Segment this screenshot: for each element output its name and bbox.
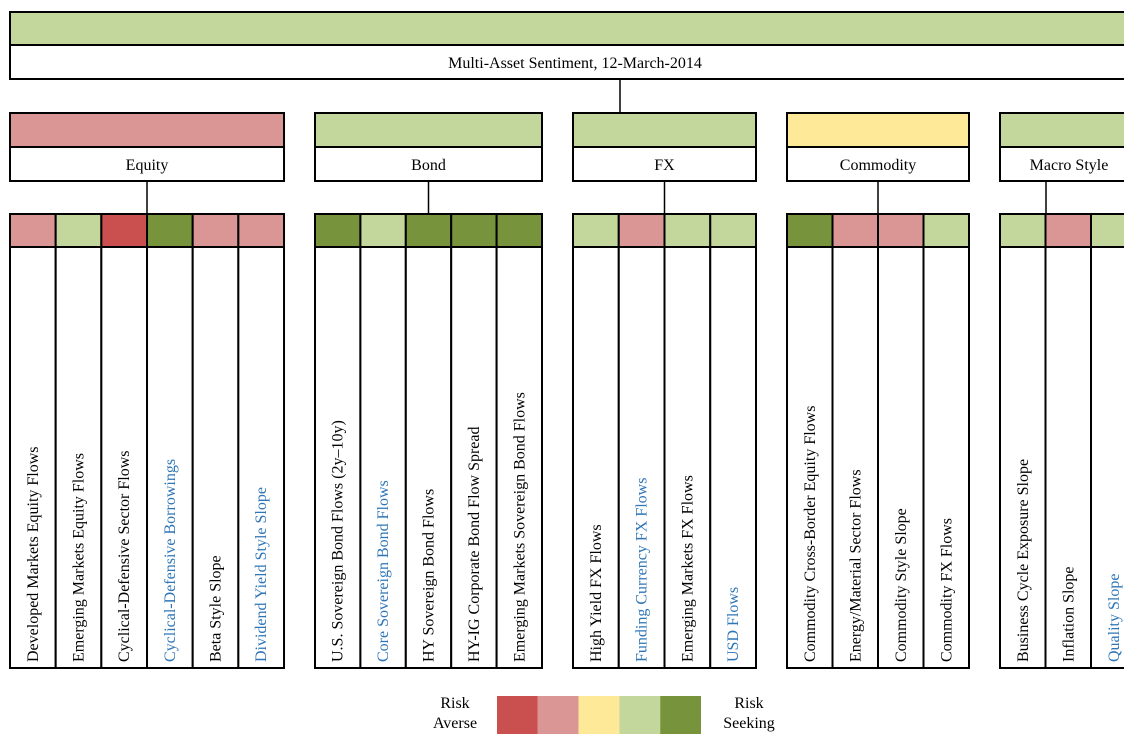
group-label: Macro Style <box>1030 157 1109 174</box>
item-color <box>922 213 970 248</box>
item-label: Cyclical-Defensive Sector Flows <box>116 451 133 663</box>
item-box <box>999 246 1047 669</box>
item-label: Emerging Markets FX Flows <box>679 475 696 662</box>
item-box <box>191 246 240 669</box>
item-label: HY Sovereign Bond Flows <box>421 489 438 662</box>
item-color <box>786 213 834 248</box>
legend-word: Risk <box>734 695 763 712</box>
group-box <box>314 146 543 182</box>
item-label: Core Sovereign Bond Flows <box>375 480 392 662</box>
item-label: High Yield FX Flows <box>588 524 605 662</box>
item-box <box>709 246 757 669</box>
item-label: Developed Markets Equity Flows <box>25 446 42 662</box>
legend-word: Averse <box>433 715 477 732</box>
item-box <box>877 246 925 669</box>
item-color <box>572 213 620 248</box>
legend-word: Seeking <box>723 715 775 732</box>
item-label: Emerging Markets Equity Flows <box>71 453 88 662</box>
group-color <box>786 112 970 148</box>
item-box <box>314 246 362 669</box>
item-color <box>877 213 925 248</box>
group-color <box>314 112 543 148</box>
item-color <box>146 213 194 248</box>
title-box <box>9 44 1124 80</box>
group-box <box>999 146 1124 182</box>
legend-swatch <box>660 696 701 734</box>
group-color <box>999 112 1124 148</box>
legend-swatch <box>497 696 538 734</box>
item-color <box>1044 213 1092 248</box>
item-label: Dividend Yield Style Slope <box>253 487 270 662</box>
item-color <box>617 213 666 248</box>
item-label: Commodity Style Slope <box>893 508 910 662</box>
item-box <box>831 246 879 669</box>
item-label: Business Cycle Exposure Slope <box>1015 459 1032 662</box>
item-box <box>404 246 453 669</box>
group-box <box>572 146 757 182</box>
group-color <box>9 112 286 148</box>
item-color <box>450 213 498 248</box>
item-color <box>237 213 286 248</box>
item-box <box>237 246 286 669</box>
item-box <box>146 246 194 669</box>
item-label: Commodity FX Flows <box>938 518 955 662</box>
item-box <box>617 246 666 669</box>
group-label: Equity <box>126 157 169 174</box>
item-color <box>495 213 544 248</box>
item-label: HY-IG Corporate Bond Flow Spread <box>466 426 483 662</box>
item-label: U.S. Sovereign Bond Flows (2y–10y) <box>330 420 347 662</box>
item-box <box>922 246 970 669</box>
item-color <box>404 213 453 248</box>
item-color <box>663 213 712 248</box>
item-label: Cyclical-Defensive Borrowings <box>162 459 179 662</box>
item-color <box>359 213 407 248</box>
item-box <box>1090 246 1124 669</box>
item-label: Inflation Slope <box>1060 566 1077 662</box>
title-color <box>9 11 1124 46</box>
item-label: Beta Style Slope <box>208 555 225 662</box>
item-color <box>9 213 57 248</box>
item-color <box>191 213 240 248</box>
item-color <box>709 213 757 248</box>
item-color <box>54 213 103 248</box>
item-label: Emerging Markets Sovereign Bond Flows <box>511 392 528 662</box>
item-box <box>495 246 544 669</box>
item-label: Quality Slope <box>1106 574 1123 662</box>
item-color <box>831 213 879 248</box>
item-color <box>100 213 149 248</box>
group-box <box>786 146 970 182</box>
group-label: Commodity <box>840 157 916 174</box>
group-label: FX <box>654 157 675 174</box>
group-label: Bond <box>411 157 446 174</box>
group-color <box>572 112 757 148</box>
item-box <box>663 246 712 669</box>
legend-word: Risk <box>440 695 469 712</box>
legend-swatch <box>537 696 579 734</box>
item-label: Funding Currency FX Flows <box>634 478 651 662</box>
title: Multi-Asset Sentiment, 12-March-2014 <box>448 55 702 72</box>
legend-swatch <box>578 696 620 734</box>
item-label: USD Flows <box>725 587 742 662</box>
legend-swatch <box>619 696 661 734</box>
item-label: Commodity Cross-Border Equity Flows <box>802 406 819 662</box>
item-box <box>572 246 620 669</box>
item-box <box>100 246 149 669</box>
item-color <box>999 213 1047 248</box>
legend-label: Risk Averse <box>433 695 477 732</box>
legend-label: Risk Seeking <box>723 695 775 732</box>
group-box <box>9 146 286 182</box>
item-label: Energy/Material Sector Flows <box>847 469 864 662</box>
item-color <box>314 213 362 248</box>
item-color <box>1090 213 1124 248</box>
item-box <box>1044 246 1092 669</box>
